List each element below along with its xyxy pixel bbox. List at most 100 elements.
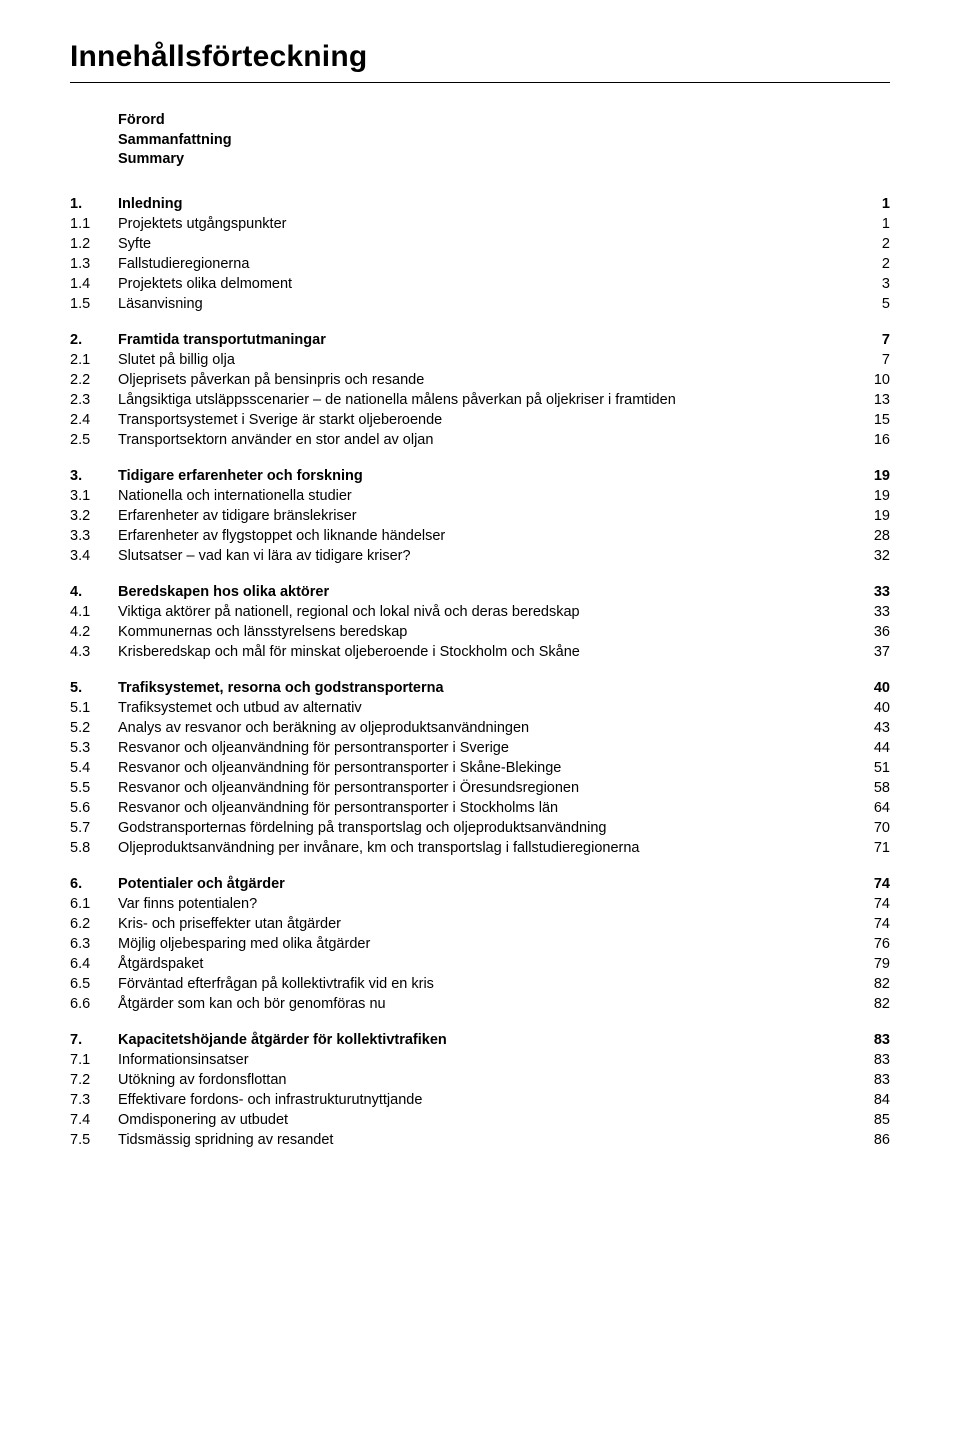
toc-item-page: 5 [850,294,890,314]
toc-item-number: 4.1 [70,602,118,622]
toc-item: 3.4Slutsatser – vad kan vi lära av tidig… [70,546,890,566]
toc-item: 5.2Analys av resvanor och beräkning av o… [70,718,890,738]
toc-item-label: Var finns potentialen? [118,894,850,914]
toc-item-number: 5.6 [70,798,118,818]
toc-item-label: Resvanor och oljeanvändning för persontr… [118,798,850,818]
toc-item-label: Projektets olika delmoment [118,274,850,294]
toc-item-number: 2.1 [70,350,118,370]
toc-item-number: 5.1 [70,698,118,718]
toc-item-page: 64 [850,798,890,818]
toc-item-number: 7.2 [70,1070,118,1090]
toc-item-page: 40 [850,698,890,718]
toc-section-label: Inledning [118,194,850,214]
toc-item: 1.5Läsanvisning5 [70,294,890,314]
toc-section: 7.Kapacitetshöjande åtgärder för kollekt… [70,1030,890,1150]
toc-item-label: Oljeprisets påverkan på bensinpris och r… [118,370,850,390]
toc-section: 6.Potentialer och åtgärder746.1Var finns… [70,874,890,1014]
toc-section-number: 5. [70,678,118,698]
toc-section-number: 3. [70,466,118,486]
toc-item: 6.4Åtgärdspaket79 [70,954,890,974]
toc-section-label: Tidigare erfarenheter och forskning [118,466,850,486]
toc-item: 3.1Nationella och internationella studie… [70,486,890,506]
toc-section-head: 6.Potentialer och åtgärder74 [70,874,890,894]
toc-item-number: 6.5 [70,974,118,994]
toc-item-label: Projektets utgångspunkter [118,214,850,234]
toc-item: 6.3Möjlig oljebesparing med olika åtgärd… [70,934,890,954]
toc-item-number: 1.3 [70,254,118,274]
toc-section-label: Framtida transportutmaningar [118,330,850,350]
toc-section-label: Kapacitetshöjande åtgärder för kollektiv… [118,1030,850,1050]
toc-item-number: 2.5 [70,430,118,450]
toc-item-label: Slutet på billig olja [118,350,850,370]
toc-item-number: 3.4 [70,546,118,566]
toc-item-page: 37 [850,642,890,662]
toc-item-number: 3.2 [70,506,118,526]
toc-item-label: Nationella och internationella studier [118,486,850,506]
toc-section-page: 83 [850,1030,890,1050]
toc-item-number: 2.3 [70,390,118,410]
toc-item-number: 6.2 [70,914,118,934]
toc-item: 2.4Transportsystemet i Sverige är starkt… [70,410,890,430]
front-matter-item: Sammanfattning [118,131,890,151]
toc-item-page: 84 [850,1090,890,1110]
toc-item-label: Resvanor och oljeanvändning för persontr… [118,778,850,798]
toc-item-page: 43 [850,718,890,738]
toc-section-head: 1.Inledning1 [70,194,890,214]
toc-item: 5.8Oljeproduktsanvändning per invånare, … [70,838,890,858]
toc-item-page: 85 [850,1110,890,1130]
toc-item: 6.1Var finns potentialen?74 [70,894,890,914]
toc-item: 5.6Resvanor och oljeanvändning för perso… [70,798,890,818]
toc-item-number: 6.4 [70,954,118,974]
toc-item-number: 5.2 [70,718,118,738]
toc-section: 4.Beredskapen hos olika aktörer334.1Vikt… [70,582,890,662]
toc-item-number: 6.1 [70,894,118,914]
toc-section-number: 1. [70,194,118,214]
toc-item: 7.3Effektivare fordons- och infrastruktu… [70,1090,890,1110]
toc-item-page: 2 [850,234,890,254]
toc-item-page: 74 [850,894,890,914]
toc-item-page: 79 [850,954,890,974]
toc-item-label: Omdisponering av utbudet [118,1110,850,1130]
toc-item-number: 7.4 [70,1110,118,1130]
toc-item: 1.1Projektets utgångspunkter1 [70,214,890,234]
toc-item-label: Krisberedskap och mål för minskat oljebe… [118,642,850,662]
toc-item-page: 76 [850,934,890,954]
toc-item: 7.1Informationsinsatser83 [70,1050,890,1070]
toc-section-page: 19 [850,466,890,486]
toc-section: 1.Inledning11.1Projektets utgångspunkter… [70,194,890,314]
toc-section-label: Potentialer och åtgärder [118,874,850,894]
toc-item-page: 58 [850,778,890,798]
toc-item-label: Trafiksystemet och utbud av alternativ [118,698,850,718]
toc-section-page: 74 [850,874,890,894]
toc-item: 5.5Resvanor och oljeanvändning för perso… [70,778,890,798]
toc-section-page: 1 [850,194,890,214]
toc-page: Innehållsförteckning Förord Sammanfattni… [0,0,960,1226]
toc-item-page: 15 [850,410,890,430]
toc-item-number: 1.1 [70,214,118,234]
toc-item: 3.3Erfarenheter av flygstoppet och likna… [70,526,890,546]
toc-item-label: Utökning av fordonsflottan [118,1070,850,1090]
toc-item-page: 33 [850,602,890,622]
toc-item: 7.4Omdisponering av utbudet85 [70,1110,890,1130]
toc-section-label: Trafiksystemet, resorna och godstranspor… [118,678,850,698]
toc-item-label: Erfarenheter av tidigare bränslekriser [118,506,850,526]
toc-item-label: Kris- och priseffekter utan åtgärder [118,914,850,934]
toc-item-number: 1.4 [70,274,118,294]
toc-item-number: 7.1 [70,1050,118,1070]
front-matter: Förord Sammanfattning Summary [118,111,890,170]
toc-item: 7.5Tidsmässig spridning av resandet86 [70,1130,890,1150]
toc-item-number: 5.4 [70,758,118,778]
toc-section-number: 2. [70,330,118,350]
toc-item: 2.3Långsiktiga utsläppsscenarier – de na… [70,390,890,410]
toc-item-number: 5.5 [70,778,118,798]
toc-item-number: 5.7 [70,818,118,838]
toc-item: 6.5Förväntad efterfrågan på kollektivtra… [70,974,890,994]
toc-item-number: 4.3 [70,642,118,662]
toc-item: 7.2Utökning av fordonsflottan83 [70,1070,890,1090]
toc-item-page: 2 [850,254,890,274]
toc-item-label: Oljeproduktsanvändning per invånare, km … [118,838,850,858]
toc-item-number: 2.4 [70,410,118,430]
toc-item-page: 82 [850,974,890,994]
toc-item: 1.3Fallstudieregionerna2 [70,254,890,274]
toc-item-label: Fallstudieregionerna [118,254,850,274]
